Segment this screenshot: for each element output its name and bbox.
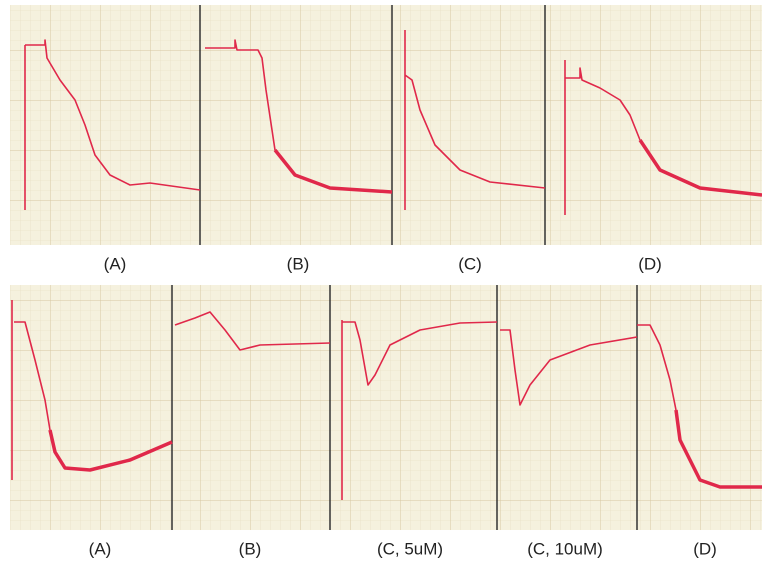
trace [674,409,762,489]
trace [341,320,498,500]
panel-label: (A) [104,254,127,273]
trace [174,311,331,351]
trace [564,60,641,215]
grid [10,5,762,245]
trace [273,148,393,194]
panel-label: (C, 5uM) [377,539,443,558]
trace [637,324,677,411]
panel-label: (B) [287,254,310,273]
panel-label: (A) [89,539,112,558]
trace [500,329,638,406]
panel-label: (D) [638,254,662,273]
panel-label: (C, 10uM) [527,539,603,558]
trace [48,429,173,472]
trace [404,30,546,210]
trace [638,139,762,197]
bottom-panels [10,285,762,530]
trace [24,39,201,210]
trace [11,300,51,480]
panel-label: (B) [239,539,262,558]
grid [10,285,762,530]
panel-label: (C) [458,254,482,273]
top-panels [10,5,762,245]
panel-label: (D) [693,539,717,558]
trace [205,39,276,151]
